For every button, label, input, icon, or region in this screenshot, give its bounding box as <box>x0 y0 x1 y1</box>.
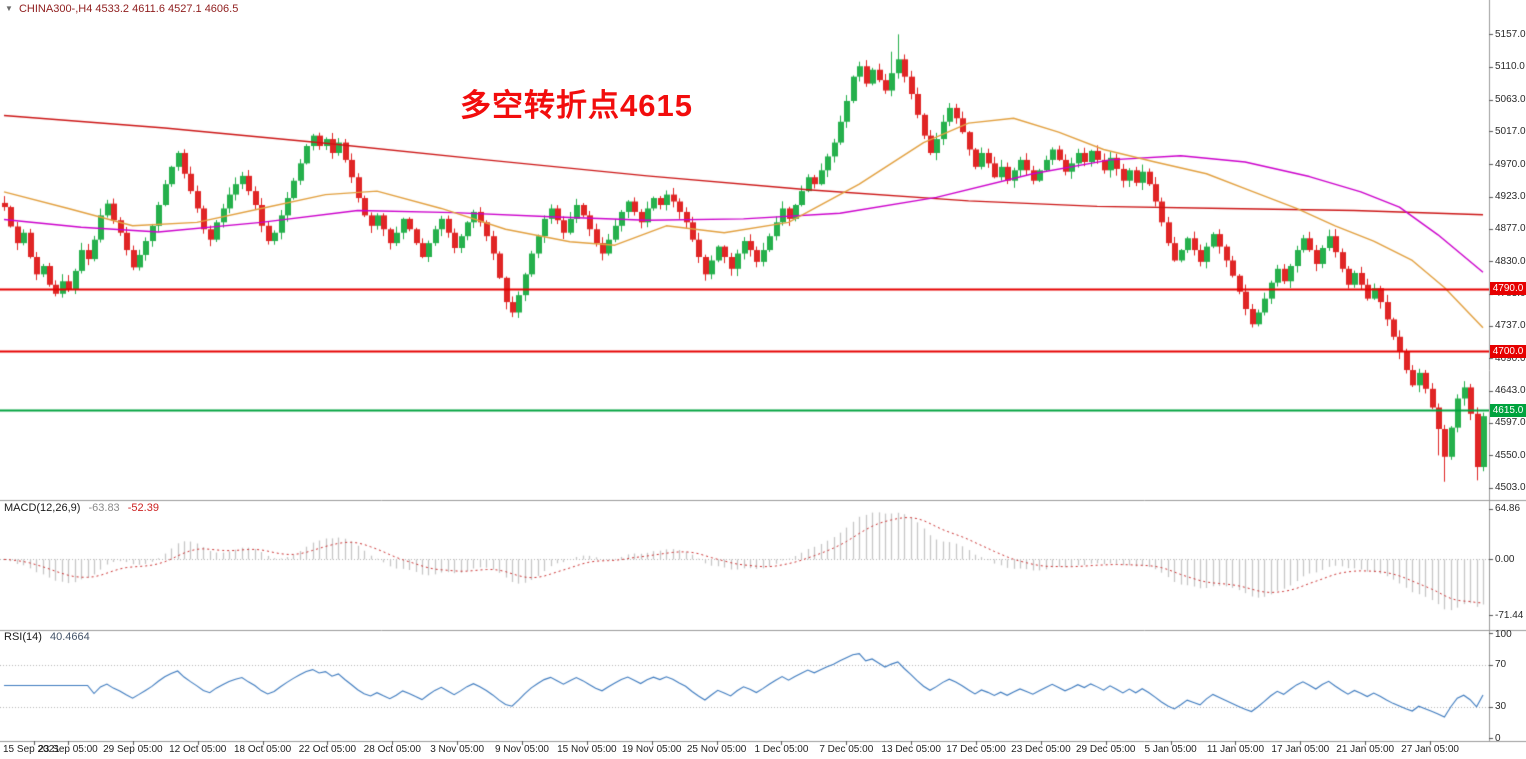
rsi-value: 40.4664 <box>49 631 90 643</box>
macd-name: MACD(12,26,9) <box>4 502 81 514</box>
rsi-name: RSI(14) <box>4 631 42 643</box>
rsi-panel-region[interactable] <box>0 630 1489 741</box>
macd-panel-region[interactable] <box>0 500 1489 630</box>
symbol-period-label: CHINA300-,H4 <box>18 3 93 15</box>
symbol-header: ▼ CHINA300-,H4 4533.2 4611.6 4527.1 4606… <box>5 3 238 15</box>
symbol-dropdown-icon: ▼ <box>5 4 13 13</box>
macd-signal-value: -52.39 <box>127 502 159 514</box>
ohlc-values: 4533.2 4611.6 4527.1 4606.5 <box>95 3 239 15</box>
rsi-indicator-label: RSI(14) 40.4664 <box>4 631 90 643</box>
chart-annotation-text: 多空转折点4615 <box>460 88 693 123</box>
price-axis[interactable] <box>1489 0 1526 741</box>
time-axis[interactable] <box>0 741 1526 759</box>
macd-main-value: -63.83 <box>88 502 120 514</box>
main-chart-region[interactable] <box>0 0 1489 500</box>
macd-indicator-label: MACD(12,26,9) -63.83 -52.39 <box>4 502 159 514</box>
